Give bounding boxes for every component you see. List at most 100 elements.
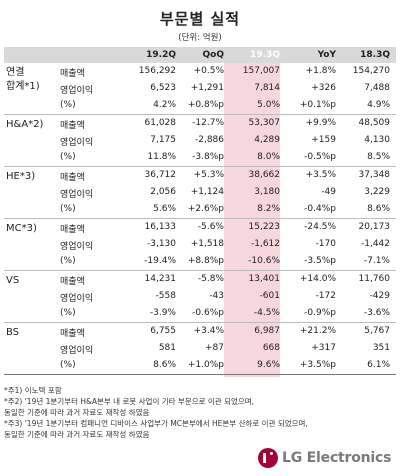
metric-label: 영업이익: [60, 138, 94, 148]
segment-group: HE*3) 매출액 36,712 +5.3% 38,662 +3.5% 37,348 영업이익…: [4, 167, 396, 219]
segment-group: BS 매출액 6,755 +3.4% 6,987 +21.2% 5,767 영업이익 581 +8…: [4, 323, 396, 375]
metric-label: 매출액: [60, 121, 85, 131]
table-cell: 16,133: [144, 222, 177, 232]
table-cell: -49: [321, 187, 336, 197]
table-cell: -4.5%: [253, 308, 280, 318]
table-row: (%) 4.2% +0.8%p 5.0% +0.1%p 4.9%: [4, 97, 396, 114]
table-cell: -12.7%: [192, 118, 224, 128]
table-cell: 38,662: [248, 170, 281, 180]
table-cell: +1,518: [190, 239, 224, 249]
table-cell: +317: [311, 343, 336, 353]
metric-label: (%): [60, 360, 76, 370]
metric-label: (%): [60, 308, 76, 318]
table-row: (%) -3.9% -0.6%p -4.5% -0.9%p -3.6%: [4, 305, 396, 322]
table-cell: -2,886: [194, 135, 224, 145]
table-cell: 8.5%: [367, 152, 390, 162]
segment-label-line1: BS: [6, 327, 20, 338]
table-cell: 6,755: [150, 326, 176, 336]
table-cell: 156,292: [138, 66, 176, 76]
table-row: 영업이익 6,523 +1,291 7,814 +326 7,488: [4, 80, 396, 97]
results-table: 19.2Q QoQ 19.3Q YoY 18.3Q 연결 합계*1) 매출액 156,…: [4, 47, 396, 375]
segment-label: H&A*2): [6, 118, 43, 132]
table-cell: 157,007: [242, 66, 280, 76]
segment-label: HE*3): [6, 170, 35, 184]
table-cell: -19.4%: [144, 256, 176, 266]
table-cell: -0.6%p: [192, 308, 224, 318]
table-cell: +2.6%p: [187, 204, 224, 214]
table-cell: +159: [311, 135, 336, 145]
table-cell: 3,229: [364, 187, 390, 197]
table-cell: -5.6%: [197, 222, 224, 232]
table-cell: 5,767: [364, 326, 390, 336]
footnote: *주1) 이노텍 포함: [4, 386, 62, 395]
metric-label: 영업이익: [60, 86, 94, 96]
table-row: 매출액 6,755 +3.4% 6,987 +21.2% 5,767: [4, 323, 396, 340]
table-cell: 20,173: [358, 222, 391, 232]
header-19-3q: 19.3Q: [250, 50, 280, 60]
table-cell: -601: [259, 291, 280, 301]
header-18-3q: 18.3Q: [360, 50, 390, 60]
table-cell: 13,401: [248, 274, 281, 284]
table-cell: +0.5%: [193, 66, 224, 76]
metric-label: 영업이익: [60, 294, 94, 304]
table-cell: 8.0%: [257, 152, 280, 162]
table-cell: -0.9%p: [304, 308, 336, 318]
page-title: 부문별 실적: [159, 10, 241, 28]
company-logo: LG Electronics: [258, 446, 391, 470]
table-cell: 9.6%: [257, 360, 280, 370]
table-cell: 5.6%: [153, 204, 176, 214]
table-row: 매출액 61,028 -12.7% 53,307 +9.9% 48,509: [4, 115, 396, 132]
table-cell: +1,291: [190, 83, 224, 93]
footnote: 동일한 기준에 따라 과거 자료도 재작성 하였음: [4, 408, 150, 417]
header-19-2q: 19.2Q: [146, 50, 176, 60]
table-cell: +0.8%p: [187, 100, 224, 110]
metric-label: 매출액: [60, 329, 85, 339]
table-row: 영업이익 2,056 +1,124 3,180 -49 3,229: [4, 184, 396, 201]
table-cell: 2,056: [150, 187, 176, 197]
metric-label: 영업이익: [60, 346, 94, 356]
table-cell: 48,509: [358, 118, 391, 128]
footnote: 동일한 기준에 따라 과거 자료도 재작성 하였음: [4, 430, 150, 439]
table-cell: -1,442: [360, 239, 390, 249]
table-cell: +14.0%: [299, 274, 336, 284]
table-cell: -429: [369, 291, 390, 301]
footnote: *주2) '19년 1분기부터 H&A본부 내 로봇 사업이 기타 부문으로 이…: [4, 397, 255, 406]
table-cell: -24.5%: [304, 222, 336, 232]
table-cell: 4.9%: [367, 100, 390, 110]
table-row: 매출액 14,231 -5.8% 13,401 +14.0% 11,760: [4, 271, 396, 288]
unit-label: (단위: 억원): [178, 33, 222, 43]
table-cell: 154,270: [352, 66, 390, 76]
table-cell: 351: [372, 343, 390, 353]
metric-label: 영업이익: [60, 242, 94, 252]
table-cell: -170: [315, 239, 336, 249]
table-row: (%) 8.6% +1.0%p 9.6% +3.5%p 6.1%: [4, 357, 396, 374]
table-row: 매출액 156,292 +0.5% 157,007 +1.8% 154,270: [4, 63, 396, 80]
table-row: (%) -19.4% +8.8%p -10.6% -3.5%p -7.1%: [4, 253, 396, 270]
table-row: (%) 11.8% -3.8%p 8.0% -0.5%p 8.5%: [4, 149, 396, 166]
table-cell: +326: [311, 83, 336, 93]
table-cell: +3.5%p: [299, 360, 336, 370]
table-cell: -5.8%: [197, 274, 224, 284]
footnote: *주3) '19년 1분기부터 컴패니언 디바이스 사업부가 MC본부에서 HE…: [4, 419, 308, 428]
table-cell: 3,180: [254, 187, 280, 197]
table-cell: 37,348: [358, 170, 391, 180]
table-cell: 4,289: [254, 135, 280, 145]
lg-logo-icon: [258, 448, 278, 468]
segment-label-line1: HE*3): [6, 171, 36, 182]
segment-group: H&A*2) 매출액 61,028 -12.7% 53,307 +9.9% 48,509 영업…: [4, 115, 396, 167]
segment-label: VS: [6, 274, 19, 288]
logo-text: LG Electronics: [282, 450, 392, 466]
segment-label: MC*3): [6, 222, 37, 236]
table-cell: +8.8%p: [187, 256, 224, 266]
table-cell: -1,612: [250, 239, 280, 249]
table-cell: 581: [158, 343, 176, 353]
table-cell: -172: [315, 291, 336, 301]
table-row: 영업이익 -3,130 +1,518 -1,612 -170 -1,442: [4, 236, 396, 253]
table-cell: 8.6%: [367, 204, 390, 214]
segment-group: MC*3) 매출액 16,133 -5.6% 15,223 -24.5% 20,173 영업이…: [4, 219, 396, 271]
table-cell: 11,760: [358, 274, 391, 284]
table-row: 매출액 36,712 +5.3% 38,662 +3.5% 37,348: [4, 167, 396, 184]
table-cell: -3.9%: [149, 308, 176, 318]
table-cell: 8.6%: [153, 360, 176, 370]
header-qoq: QoQ: [202, 50, 225, 60]
